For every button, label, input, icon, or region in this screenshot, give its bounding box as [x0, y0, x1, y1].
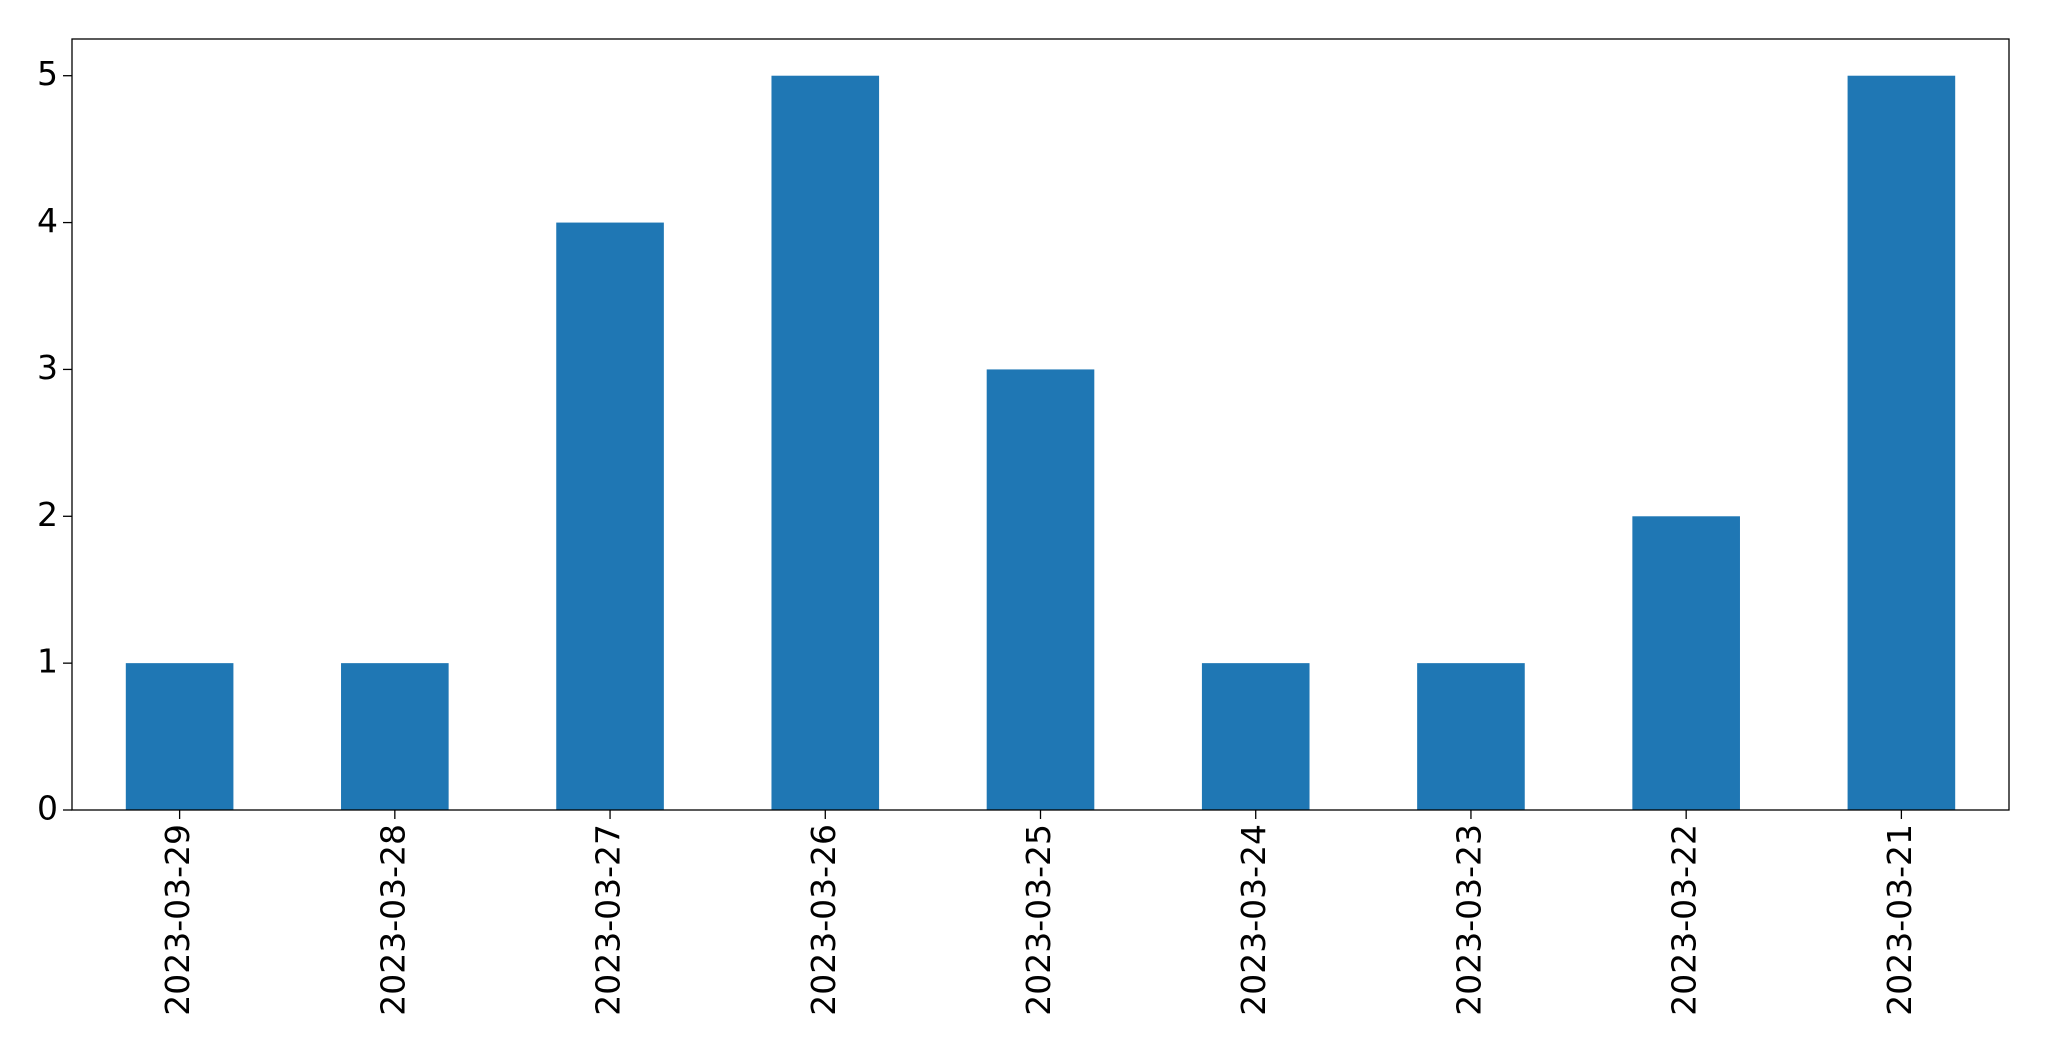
- x-tick-label: 2023-03-21: [1880, 824, 1919, 1016]
- x-tick-label: 2023-03-23: [1449, 824, 1488, 1016]
- bar: [986, 369, 1095, 810]
- bar: [1847, 75, 1956, 810]
- x-tick-label: 2023-03-22: [1665, 824, 1704, 1016]
- y-tick-label: 3: [37, 348, 58, 387]
- y-tick-label: 4: [37, 201, 58, 240]
- plot-frame: [71, 38, 2010, 811]
- x-tick-label: 2023-03-27: [589, 824, 628, 1016]
- x-tick-label: 2023-03-28: [373, 824, 412, 1016]
- y-tick-label: 1: [37, 642, 58, 681]
- bar: [1201, 663, 1310, 810]
- x-tick-label: 2023-03-25: [1019, 824, 1058, 1016]
- bar: [556, 222, 664, 811]
- y-tick-label: 2: [37, 495, 58, 534]
- y-tick-label: 0: [37, 789, 58, 828]
- y-tick-label: 5: [37, 54, 58, 93]
- bar: [1632, 516, 1740, 810]
- x-tick-label: 2023-03-24: [1234, 824, 1273, 1016]
- bar: [1417, 663, 1525, 810]
- x-tick-label: 2023-03-26: [804, 824, 843, 1016]
- bar: [125, 663, 234, 810]
- x-tick-label: 2023-03-29: [158, 824, 197, 1016]
- bar: [341, 663, 449, 810]
- bar: [771, 75, 880, 810]
